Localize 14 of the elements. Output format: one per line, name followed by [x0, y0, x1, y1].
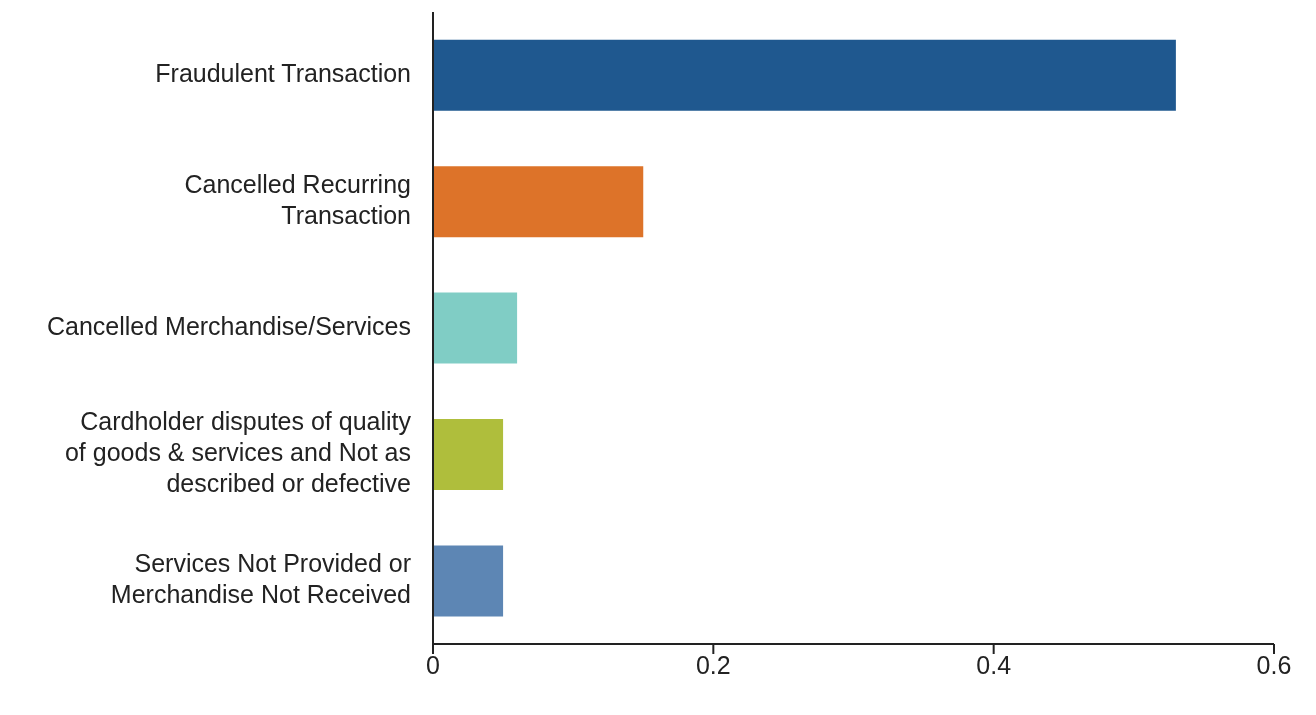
bar: [433, 419, 504, 491]
x-tick-label: 0.6: [1256, 650, 1292, 679]
bar: [433, 39, 1176, 111]
x-tick-label: 0.4: [976, 650, 1012, 679]
y-tick-label: Cancelled Recurring Transaction: [184, 169, 411, 229]
bar: [433, 292, 518, 364]
x-tick-label: 0: [426, 650, 440, 679]
y-tick-label: Cardholder disputes of quality of goods & services and Not as described or defective: [64, 407, 412, 498]
y-tick-label: Fraudulent Transaction: [155, 58, 411, 87]
x-tick-label: 0.2: [695, 650, 731, 679]
y-tick-label: Services Not Provided or Merchandise Not Received: [110, 548, 411, 608]
y-tick-label: Cancelled Merchandise/Services: [46, 311, 411, 340]
bar: [433, 545, 504, 617]
bar: [433, 166, 644, 238]
